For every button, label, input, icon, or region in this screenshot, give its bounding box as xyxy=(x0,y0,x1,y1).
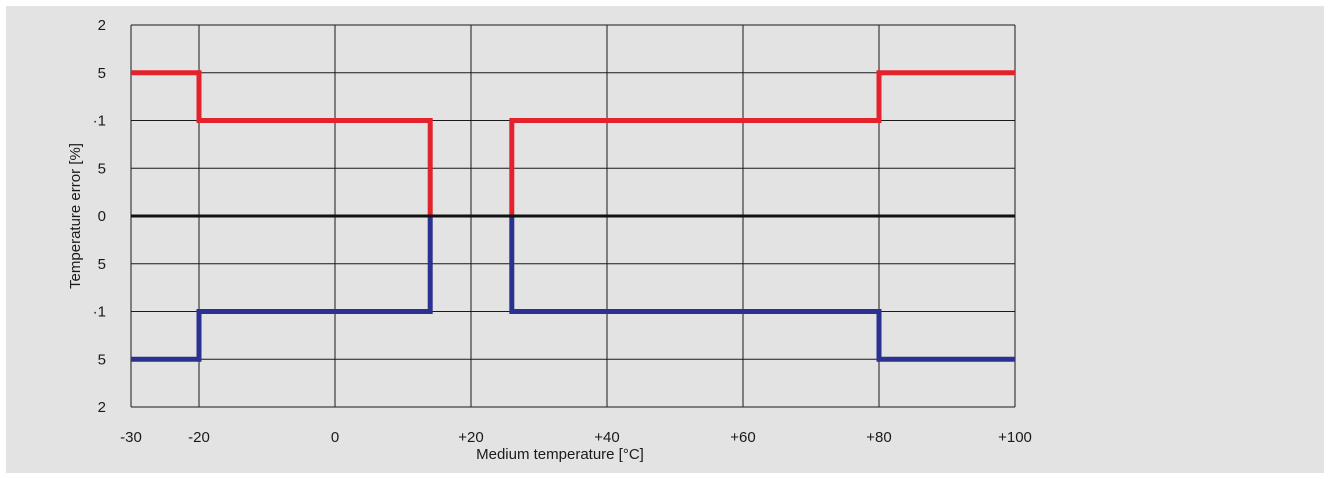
x-tick-label-1: -20 xyxy=(188,429,210,446)
x-tick-label-3: +20 xyxy=(458,429,483,446)
series-0-segment-0 xyxy=(131,70,433,216)
series-1-segment-0 xyxy=(131,216,433,362)
series-0-segment-1 xyxy=(509,70,1015,216)
x-tick-label-4: +40 xyxy=(594,429,619,446)
x-tick-label-7: +100 xyxy=(998,429,1032,446)
chart-frame: -30 -20 0 +20 +40 +60 +80 +100 2 5 ·1 5 0 5 ·1 5 2 Medi… xyxy=(6,6,1324,473)
x-tick-label-0: -30 xyxy=(120,429,142,446)
y-tick-label-5: 5 xyxy=(98,256,106,273)
y-tick-label-4: 0 xyxy=(98,208,106,225)
y-tick-label-6: ·1 xyxy=(93,304,106,321)
y-tick-label-0: 2 xyxy=(98,17,106,34)
x-tick-labels: -30 -20 0 +20 +40 +60 +80 +100 xyxy=(120,429,1032,446)
y-tick-label-7: 5 xyxy=(98,351,106,368)
y-tick-label-1: 5 xyxy=(98,65,106,82)
series-1-segment-1 xyxy=(509,216,1015,362)
y-tick-labels: 2 5 ·1 5 0 5 ·1 5 2 xyxy=(93,17,106,416)
x-axis-title: Medium temperature [°C] xyxy=(476,446,644,463)
series-layer xyxy=(131,70,1015,362)
y-axis-title: Temperature error [%] xyxy=(67,143,84,289)
x-tick-label-2: 0 xyxy=(331,429,339,446)
y-tick-label-2: ·1 xyxy=(93,113,106,130)
chart: -30 -20 0 +20 +40 +60 +80 +100 2 5 ·1 5 0 5 ·1 5 2 Medi… xyxy=(67,17,1032,463)
y-tick-label-8: 2 xyxy=(98,399,106,416)
x-tick-label-5: +60 xyxy=(730,429,755,446)
y-tick-label-3: 5 xyxy=(98,160,106,177)
x-tick-label-6: +80 xyxy=(866,429,891,446)
